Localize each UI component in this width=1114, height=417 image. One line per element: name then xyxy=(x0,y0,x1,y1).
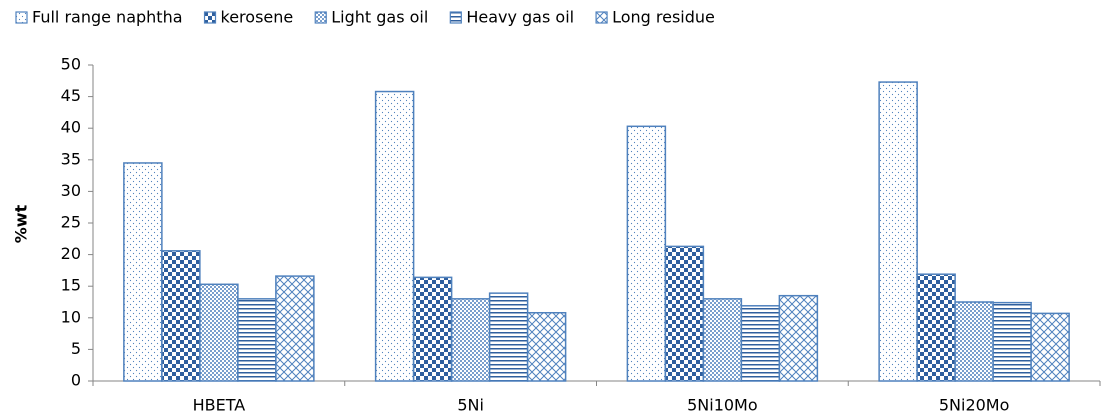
bar xyxy=(664,245,705,382)
bar xyxy=(740,305,781,382)
bar xyxy=(526,311,567,382)
bar xyxy=(778,294,819,382)
bar xyxy=(878,81,918,382)
bar xyxy=(161,250,201,382)
y-tick-label: 10 xyxy=(61,307,81,326)
legend-swatch xyxy=(449,11,462,24)
bar xyxy=(199,283,239,382)
y-tick-label: 25 xyxy=(61,213,81,232)
y-tick-label: 45 xyxy=(61,86,81,105)
x-tick-label: 5Ni10Mo xyxy=(687,396,758,415)
y-axis-label: %wt xyxy=(12,204,31,243)
bar xyxy=(374,90,415,382)
legend-label: Full range naphtha xyxy=(32,8,183,27)
bar xyxy=(237,298,277,382)
bar xyxy=(275,275,315,382)
y-tick-label: 35 xyxy=(61,149,81,168)
y-tick-label: 50 xyxy=(61,55,81,74)
bar xyxy=(488,292,529,382)
bar xyxy=(626,125,667,382)
bar xyxy=(450,298,491,382)
y-tick-label: 5 xyxy=(71,339,81,358)
x-tick-label: 5Ni xyxy=(457,396,484,415)
legend-swatch xyxy=(595,11,608,24)
legend-swatch xyxy=(15,11,28,24)
legend-swatch xyxy=(203,11,217,24)
y-tick-label: 20 xyxy=(61,244,81,263)
legend-label: Light gas oil xyxy=(331,8,428,27)
bar xyxy=(954,301,994,382)
y-tick-label: 40 xyxy=(61,118,81,137)
bar xyxy=(123,162,163,382)
bar xyxy=(702,298,743,382)
bar xyxy=(916,273,956,382)
bar xyxy=(1030,312,1070,382)
y-tick-label: 15 xyxy=(61,276,81,295)
x-tick-label: HBETA xyxy=(193,396,246,415)
x-tick-label: 5Ni20Mo xyxy=(939,396,1010,415)
bar xyxy=(992,301,1032,382)
legend-label: kerosene xyxy=(221,8,294,27)
legend-label: Long residue xyxy=(612,8,715,27)
legend-swatch xyxy=(314,11,327,24)
y-tick-label: 30 xyxy=(61,181,81,200)
legend-label: Heavy gas oil xyxy=(466,8,574,27)
bar xyxy=(412,276,453,382)
y-tick-label: 0 xyxy=(71,371,81,390)
